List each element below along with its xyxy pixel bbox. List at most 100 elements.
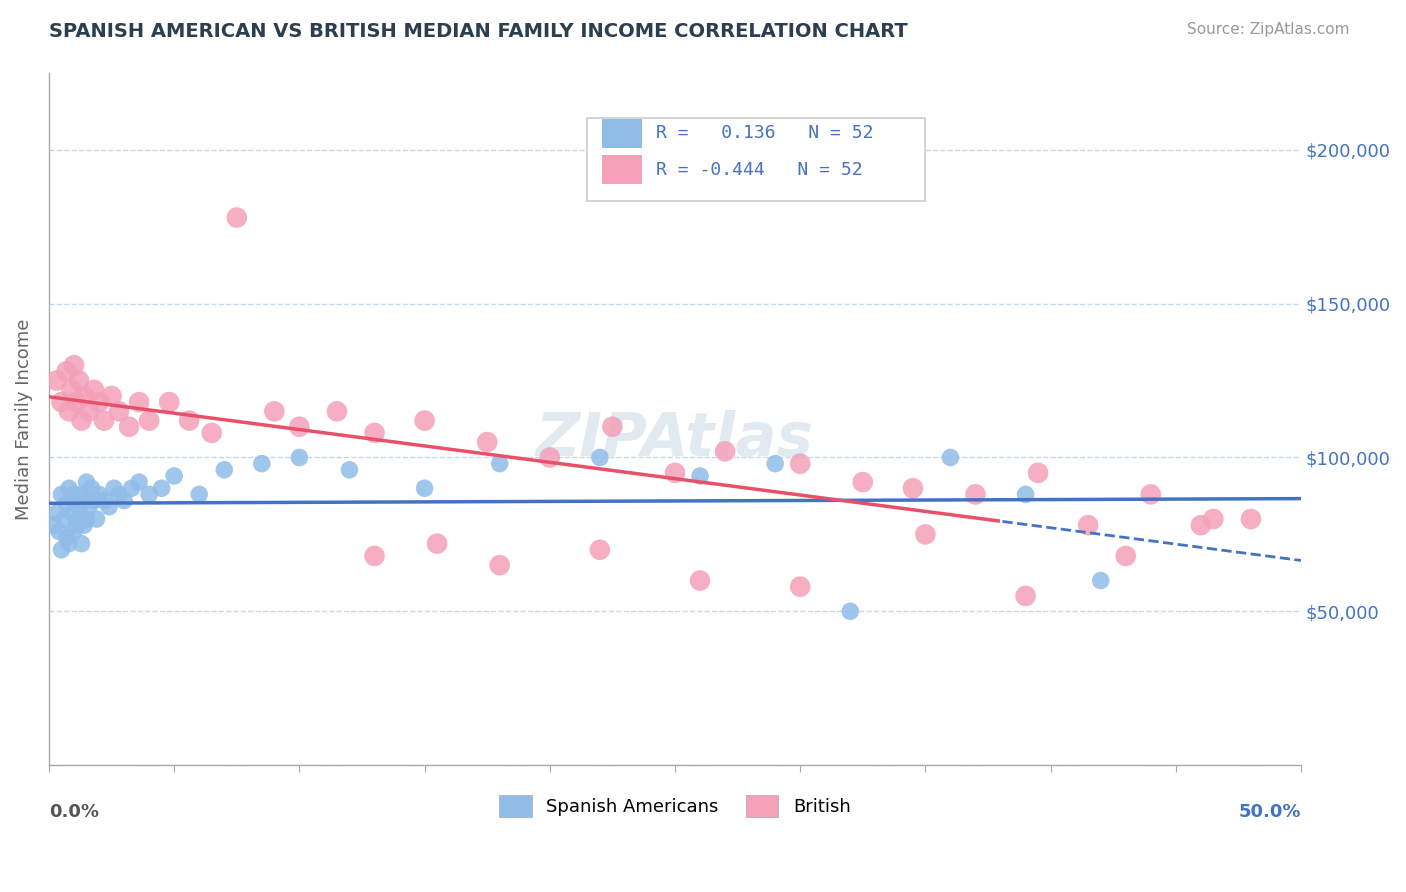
- Point: [263, 404, 285, 418]
- Point: [413, 413, 436, 427]
- Point: [188, 487, 211, 501]
- Point: [76, 475, 98, 489]
- Point: [58, 404, 80, 418]
- Point: [1202, 512, 1225, 526]
- Text: R = -0.444   N = 52: R = -0.444 N = 52: [657, 161, 863, 179]
- FancyBboxPatch shape: [588, 118, 925, 201]
- Point: [763, 457, 786, 471]
- Point: [63, 358, 86, 372]
- Point: [538, 450, 561, 465]
- Point: [589, 542, 612, 557]
- Text: SPANISH AMERICAN VS BRITISH MEDIAN FAMILY INCOME CORRELATION CHART: SPANISH AMERICAN VS BRITISH MEDIAN FAMIL…: [49, 22, 908, 41]
- Point: [128, 395, 150, 409]
- Point: [250, 457, 273, 471]
- Point: [93, 493, 115, 508]
- Point: [100, 389, 122, 403]
- Point: [965, 487, 987, 501]
- Point: [138, 487, 160, 501]
- Point: [73, 389, 96, 403]
- Point: [121, 481, 143, 495]
- Point: [48, 524, 70, 539]
- Point: [70, 536, 93, 550]
- Point: [93, 413, 115, 427]
- Point: [689, 469, 711, 483]
- Point: [339, 463, 361, 477]
- Point: [1139, 487, 1161, 501]
- Point: [363, 425, 385, 440]
- Point: [60, 383, 83, 397]
- Point: [157, 395, 180, 409]
- Point: [67, 512, 90, 526]
- Point: [413, 481, 436, 495]
- Point: [63, 524, 86, 539]
- Point: [602, 419, 624, 434]
- Text: R =   0.136   N = 52: R = 0.136 N = 52: [657, 124, 873, 142]
- Point: [664, 466, 686, 480]
- Point: [201, 425, 224, 440]
- Point: [55, 364, 77, 378]
- Point: [70, 487, 93, 501]
- Point: [108, 487, 131, 501]
- Point: [83, 383, 105, 397]
- Text: 50.0%: 50.0%: [1239, 803, 1301, 822]
- Point: [51, 487, 73, 501]
- Point: [98, 500, 121, 514]
- Point: [87, 487, 110, 501]
- Point: [214, 463, 236, 477]
- Point: [63, 487, 86, 501]
- Point: [363, 549, 385, 563]
- Point: [118, 419, 141, 434]
- Point: [77, 404, 100, 418]
- Point: [1090, 574, 1112, 588]
- Point: [939, 450, 962, 465]
- Point: [80, 481, 103, 495]
- Point: [51, 542, 73, 557]
- Point: [789, 580, 811, 594]
- Point: [73, 518, 96, 533]
- Text: 0.0%: 0.0%: [49, 803, 98, 822]
- Point: [488, 457, 510, 471]
- Point: [1240, 512, 1263, 526]
- Point: [1014, 487, 1036, 501]
- Point: [45, 374, 67, 388]
- Point: [86, 512, 108, 526]
- Point: [1026, 466, 1049, 480]
- Point: [70, 413, 93, 427]
- Point: [288, 450, 311, 465]
- Point: [60, 506, 83, 520]
- Point: [112, 493, 135, 508]
- Point: [714, 444, 737, 458]
- Point: [51, 395, 73, 409]
- Point: [45, 506, 67, 520]
- Point: [789, 457, 811, 471]
- Point: [87, 395, 110, 409]
- Point: [76, 512, 98, 526]
- Point: [1115, 549, 1137, 563]
- Point: [225, 211, 247, 225]
- Point: [839, 604, 862, 618]
- Point: [42, 518, 65, 533]
- Point: [1189, 518, 1212, 533]
- Point: [103, 481, 125, 495]
- Point: [914, 527, 936, 541]
- Point: [58, 536, 80, 550]
- Point: [852, 475, 875, 489]
- Point: [108, 404, 131, 418]
- Point: [83, 493, 105, 508]
- Point: [477, 435, 499, 450]
- Point: [65, 395, 87, 409]
- Point: [288, 419, 311, 434]
- Point: [1077, 518, 1099, 533]
- Point: [326, 404, 349, 418]
- Point: [73, 493, 96, 508]
- Point: [65, 518, 87, 533]
- Point: [689, 574, 711, 588]
- Legend: Spanish Americans, British: Spanish Americans, British: [492, 788, 858, 824]
- Point: [67, 374, 90, 388]
- Text: ZIPAtlas: ZIPAtlas: [536, 410, 814, 469]
- Point: [163, 469, 186, 483]
- Point: [128, 475, 150, 489]
- Point: [58, 481, 80, 495]
- Point: [1014, 589, 1036, 603]
- FancyBboxPatch shape: [602, 119, 643, 148]
